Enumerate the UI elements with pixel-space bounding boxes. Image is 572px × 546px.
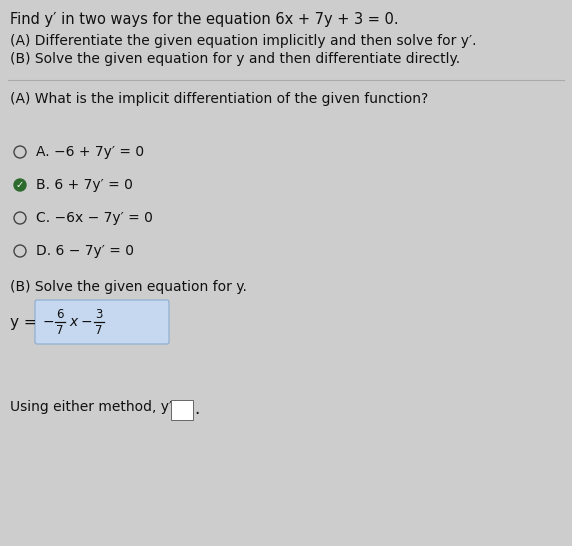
Text: B. 6 + 7y′ = 0: B. 6 + 7y′ = 0 [36, 178, 133, 192]
FancyBboxPatch shape [171, 400, 193, 420]
Text: (A) What is the implicit differentiation of the given function?: (A) What is the implicit differentiation… [10, 92, 428, 106]
Text: (B) Solve the given equation for y.: (B) Solve the given equation for y. [10, 280, 247, 294]
Text: A. −6 + 7y′ = 0: A. −6 + 7y′ = 0 [36, 145, 144, 159]
Text: ✓: ✓ [16, 180, 24, 190]
Text: Find y′ in two ways for the equation 6x + 7y + 3 = 0.: Find y′ in two ways for the equation 6x … [10, 12, 399, 27]
Text: 7: 7 [56, 323, 63, 336]
Text: 7: 7 [96, 323, 103, 336]
Text: C. −6x − 7y′ = 0: C. −6x − 7y′ = 0 [36, 211, 153, 225]
Text: y =: y = [10, 314, 37, 329]
Circle shape [14, 179, 26, 191]
Text: −: − [81, 315, 93, 329]
Text: .: . [194, 400, 199, 418]
FancyBboxPatch shape [35, 300, 169, 344]
Text: D. 6 − 7y′ = 0: D. 6 − 7y′ = 0 [36, 244, 134, 258]
Text: 6: 6 [56, 307, 63, 321]
Text: (A) Differentiate the given equation implicitly and then solve for y′.: (A) Differentiate the given equation imp… [10, 34, 476, 48]
Text: −: − [43, 315, 54, 329]
Text: Using either method, y′ =: Using either method, y′ = [10, 400, 193, 414]
Text: (B) Solve the given equation for y and then differentiate directly.: (B) Solve the given equation for y and t… [10, 52, 460, 66]
Text: x: x [69, 315, 77, 329]
Text: 3: 3 [96, 307, 103, 321]
